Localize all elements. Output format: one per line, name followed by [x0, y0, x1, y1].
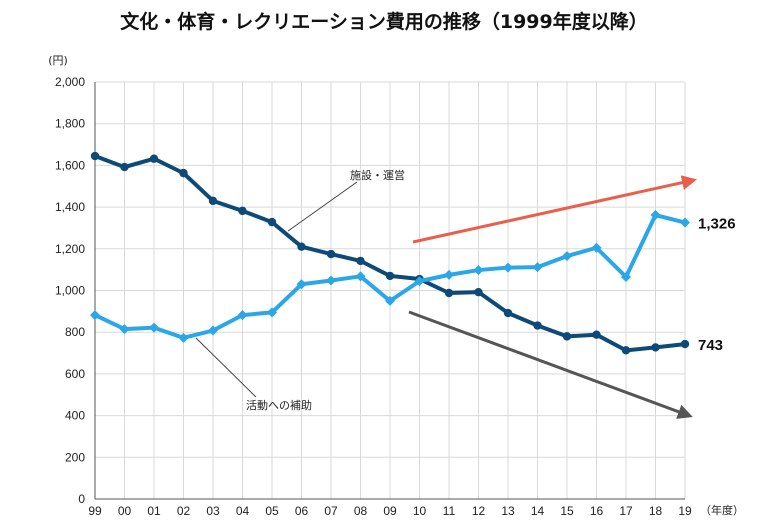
x-tick-label: 04	[236, 504, 250, 518]
y-tick-label: 1,200	[55, 242, 85, 256]
x-tick-label: 15	[560, 504, 574, 518]
x-axis-ticks: 99 00 01 02 03 04 05 06 07 08 09 10 11 12 13 14 15 16 17 18…	[88, 504, 692, 518]
activities-annotation: 活動への補助	[246, 398, 312, 412]
x-tick-label: 03	[206, 504, 220, 518]
x-tick-label: 11	[443, 504, 456, 518]
end-labels: 743 1,326	[698, 216, 736, 355]
data-point-circle	[90, 151, 100, 161]
downward-trend-arrow	[408, 310, 693, 419]
data-point-circle	[474, 287, 483, 297]
y-tick-label: 1,400	[55, 200, 85, 214]
trend-arrows	[408, 175, 697, 419]
data-point-circle	[651, 343, 660, 352]
y-tick-label: 2,000	[55, 75, 85, 89]
series-end-label: 1,326	[698, 216, 736, 233]
data-point-circle	[503, 308, 513, 318]
y-axis-ticks: 0 200 400 600 800 1,000 1,200 1,400 1,600 1,800 2,…	[55, 75, 85, 506]
y-tick-label: 1,600	[55, 158, 85, 172]
x-axis-unit: （年度）	[700, 503, 744, 517]
data-point-diamond	[650, 210, 661, 221]
data-point-circle	[120, 162, 129, 172]
data-point-diamond	[119, 324, 130, 335]
data-point-diamond	[562, 251, 572, 262]
data-point-circle	[562, 332, 572, 341]
data-point-diamond	[503, 262, 513, 273]
x-tick-label: 16	[590, 504, 604, 518]
data-point-diamond	[444, 269, 454, 280]
series-end-label: 743	[698, 337, 723, 354]
activities-leader-line	[195, 337, 257, 398]
y-axis-unit: (円)	[48, 54, 68, 67]
data-point-circle	[149, 154, 159, 163]
data-point-circle	[444, 288, 454, 298]
y-tick-label: 200	[65, 450, 85, 464]
x-tick-label: 02	[177, 504, 191, 518]
y-tick-label: 0	[78, 492, 85, 506]
data-point-diamond	[473, 265, 484, 276]
x-tick-label: 08	[354, 504, 368, 518]
data-point-circle	[267, 217, 277, 227]
data-point-diamond	[208, 325, 218, 336]
data-point-diamond	[680, 217, 690, 228]
data-point-diamond	[385, 295, 395, 306]
upward-trend-arrow	[412, 175, 697, 244]
x-tick-label: 06	[295, 504, 309, 518]
data-point-diamond	[355, 271, 366, 282]
grid-lines	[94, 81, 686, 500]
data-point-circle	[385, 271, 395, 281]
x-tick-label: 99	[88, 504, 102, 518]
data-point-diamond	[532, 262, 543, 273]
x-tick-label: 17	[619, 504, 633, 518]
series-layer	[90, 151, 690, 355]
x-tick-label: 13	[501, 504, 515, 518]
data-point-circle	[680, 339, 690, 349]
x-tick-label: 07	[324, 504, 338, 518]
facilities-leader-line	[287, 181, 358, 232]
y-tick-label: 800	[65, 325, 85, 339]
data-point-circle	[356, 256, 365, 266]
data-point-circle	[238, 206, 247, 216]
x-tick-label: 01	[147, 504, 161, 518]
facilities-annotation: 施設・運営	[350, 168, 405, 182]
x-tick-label: 18	[649, 504, 663, 518]
data-point-diamond	[296, 279, 307, 290]
data-point-diamond	[326, 275, 336, 286]
data-point-diamond	[591, 242, 602, 253]
data-point-circle	[208, 196, 218, 206]
x-tick-label: 10	[413, 504, 427, 518]
data-point-diamond	[90, 310, 100, 321]
data-point-diamond	[414, 276, 425, 287]
data-point-circle	[297, 242, 306, 251]
y-tick-label: 400	[65, 409, 85, 423]
y-tick-label: 1,000	[55, 284, 85, 298]
data-point-circle	[592, 330, 601, 339]
data-point-circle	[179, 168, 188, 178]
annotations: 施設・運営 活動への補助	[195, 168, 405, 412]
data-point-diamond	[178, 332, 189, 343]
data-point-circle	[533, 321, 542, 330]
x-tick-label: 00	[118, 504, 132, 518]
data-point-diamond	[267, 307, 277, 318]
x-tick-label: 19	[678, 504, 692, 518]
y-tick-label: 1,800	[55, 117, 85, 131]
x-tick-label: 05	[265, 504, 279, 518]
x-tick-label: 12	[472, 504, 486, 518]
data-point-diamond	[237, 310, 248, 321]
y-tick-label: 600	[65, 367, 85, 381]
data-point-circle	[621, 346, 631, 355]
x-tick-label: 14	[531, 504, 545, 518]
x-tick-label: 09	[383, 504, 397, 518]
chart-title: 文化・体育・レクリエーション費用の推移（1999年度以降）	[120, 10, 648, 33]
data-point-diamond	[621, 271, 631, 282]
data-point-circle	[326, 249, 336, 259]
data-point-diamond	[149, 322, 159, 333]
